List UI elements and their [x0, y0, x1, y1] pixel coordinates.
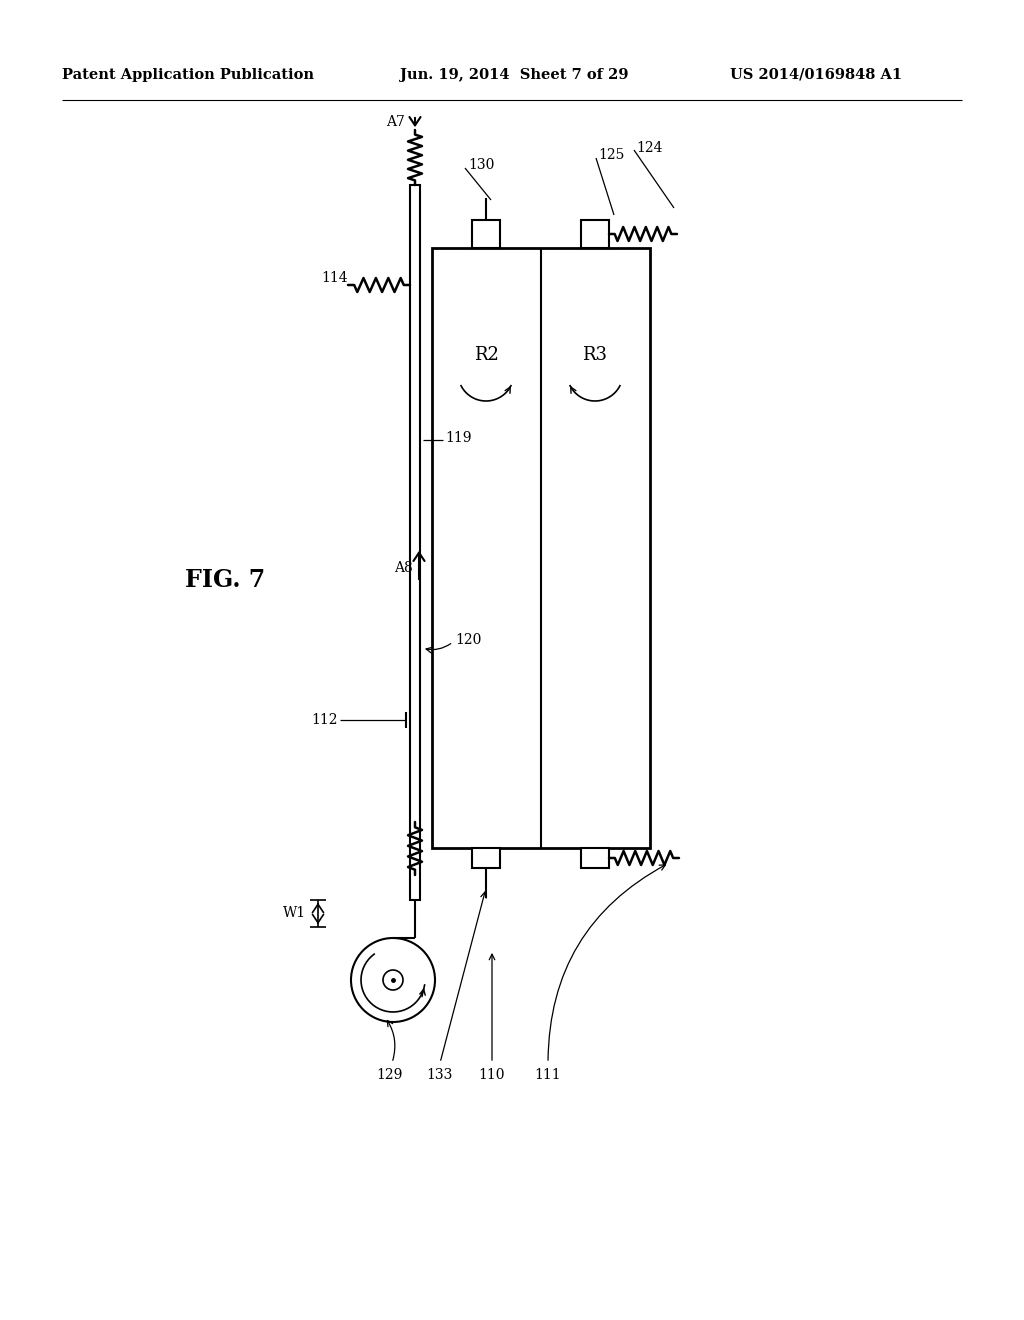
- Bar: [472, 847, 500, 869]
- Text: Patent Application Publication: Patent Application Publication: [62, 69, 314, 82]
- Bar: [581, 847, 609, 869]
- Bar: [432, 248, 650, 847]
- Text: 119: 119: [445, 432, 471, 445]
- Text: 112: 112: [311, 713, 338, 727]
- Text: 130: 130: [468, 158, 495, 172]
- Text: W1: W1: [283, 906, 306, 920]
- Text: Jun. 19, 2014  Sheet 7 of 29: Jun. 19, 2014 Sheet 7 of 29: [400, 69, 629, 82]
- Text: 111: 111: [535, 1068, 561, 1082]
- Text: 133: 133: [427, 1068, 454, 1082]
- Text: 110: 110: [479, 1068, 505, 1082]
- Bar: [410, 185, 420, 900]
- Text: R2: R2: [473, 346, 499, 364]
- Text: 125: 125: [598, 148, 625, 162]
- Bar: [581, 220, 609, 248]
- Bar: [472, 220, 500, 248]
- Text: US 2014/0169848 A1: US 2014/0169848 A1: [730, 69, 902, 82]
- Text: 114: 114: [322, 271, 348, 285]
- Text: R3: R3: [583, 346, 607, 364]
- Text: A7: A7: [386, 115, 406, 129]
- Text: A8: A8: [394, 561, 413, 576]
- Text: 124: 124: [636, 141, 663, 154]
- Text: FIG. 7: FIG. 7: [185, 568, 265, 591]
- Text: 129: 129: [377, 1068, 403, 1082]
- Text: 120: 120: [455, 634, 481, 647]
